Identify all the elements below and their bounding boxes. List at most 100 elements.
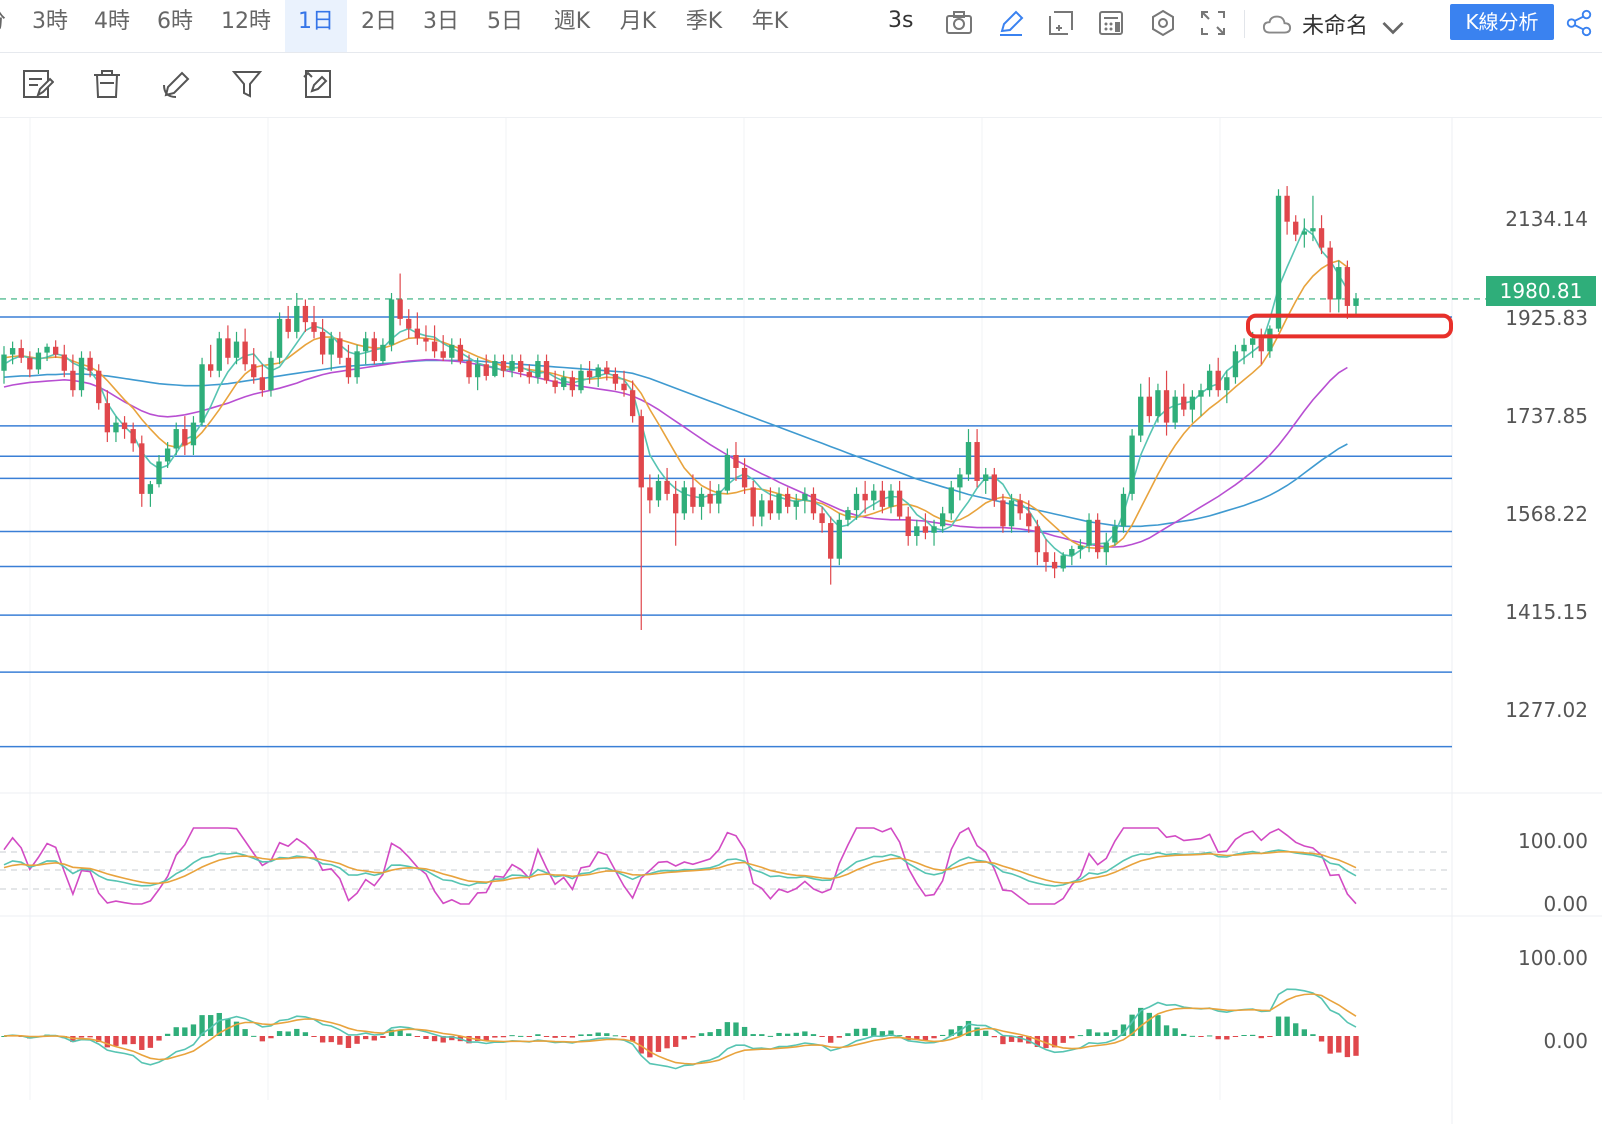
- candle-down: [896, 490, 903, 517]
- candle-down: [87, 357, 93, 371]
- macd-histogram-bar: [836, 1036, 842, 1038]
- candle-up: [1120, 493, 1127, 527]
- candle-down: [1215, 370, 1221, 391]
- tab-timeframe-week[interactable]: 週K: [553, 9, 591, 34]
- candle-down: [828, 523, 834, 559]
- candle-down: [629, 390, 636, 417]
- trash-icon[interactable]: [90, 67, 124, 101]
- candle-down: [552, 380, 558, 387]
- macd-histogram-bar: [612, 1035, 619, 1037]
- candle-up: [1336, 267, 1342, 300]
- macd-histogram-bar: [1224, 1036, 1230, 1040]
- tab-timeframe-3h[interactable]: 3時: [32, 9, 68, 34]
- tab-timeframe-quarter[interactable]: 季K: [685, 9, 723, 34]
- macd-histogram-bar: [939, 1034, 946, 1036]
- candle-up: [1249, 338, 1256, 345]
- calculator-icon[interactable]: [1096, 8, 1126, 38]
- macd-histogram-bar: [1146, 1012, 1152, 1036]
- candle-down: [810, 493, 817, 514]
- macd-histogram-bar: [1336, 1036, 1342, 1053]
- candle-up: [535, 361, 541, 378]
- tab-timeframe-3d[interactable]: 3日: [423, 9, 459, 34]
- macd-histogram-bar: [1310, 1034, 1316, 1036]
- candle-down: [664, 480, 670, 494]
- tab-timeframe-4h[interactable]: 4時: [94, 9, 130, 34]
- macd-histogram-bar: [96, 1036, 102, 1043]
- macd-histogram-bar: [1327, 1036, 1333, 1054]
- tab-timeframe-5d[interactable]: 5日: [487, 9, 523, 34]
- candle-up: [44, 346, 50, 353]
- macd-histogram-bar: [259, 1036, 266, 1042]
- hexagon-icon[interactable]: [1148, 8, 1178, 38]
- macd-histogram-bar: [569, 1036, 576, 1038]
- candle-up: [1310, 228, 1316, 232]
- macd-histogram-bar: [1293, 1023, 1299, 1036]
- macd-histogram-bar: [276, 1031, 283, 1036]
- macd-histogram-bar: [1034, 1036, 1041, 1047]
- camera-icon[interactable]: [944, 8, 974, 38]
- chevron-down-icon[interactable]: [1378, 12, 1408, 42]
- cloud-icon[interactable]: [1262, 10, 1292, 40]
- candle-up: [164, 448, 171, 462]
- candle-up: [655, 480, 662, 501]
- tab-timeframe-1d[interactable]: 1日: [285, 0, 347, 52]
- candle-up: [363, 338, 369, 352]
- candle-down: [1000, 500, 1006, 527]
- candle-up: [1155, 390, 1161, 417]
- macd-histogram-bar: [767, 1035, 774, 1037]
- candle-up: [173, 429, 179, 449]
- macd-histogram-bar: [793, 1032, 799, 1036]
- tab-timeframe-6h[interactable]: 6時: [157, 9, 193, 34]
- candle-up: [1077, 545, 1084, 549]
- pen-icon[interactable]: [996, 8, 1026, 38]
- magnet-pencil-icon[interactable]: [160, 67, 194, 101]
- macd-histogram-bar: [1232, 1036, 1239, 1037]
- candle-down: [518, 361, 524, 373]
- candle-down: [242, 341, 248, 365]
- candle-down: [1293, 221, 1299, 235]
- tab-timeframe-month[interactable]: 月K: [619, 9, 657, 34]
- k-line-analysis-button[interactable]: K線分析: [1450, 4, 1554, 40]
- timeframe-toolbar: 分時 3時 4時 6時 12時 1日 2日 3日 5日 週K 月K 季K 年K …: [0, 0, 1602, 78]
- tab-timeframe-year[interactable]: 年K: [751, 9, 789, 34]
- macd-histogram-bar: [311, 1036, 317, 1037]
- price-axis-label: 2134.14: [1505, 207, 1588, 231]
- sync-edit-icon[interactable]: [300, 67, 334, 101]
- macd-histogram-bar: [1086, 1029, 1092, 1036]
- candle-down: [1258, 338, 1264, 352]
- macd-histogram-bar: [664, 1036, 670, 1049]
- macd-histogram-bar: [543, 1036, 550, 1037]
- candle-down: [1094, 519, 1101, 553]
- candle-up: [1129, 435, 1135, 494]
- macd-histogram-bar: [1318, 1036, 1325, 1042]
- crop-icon[interactable]: [1046, 8, 1076, 38]
- layout-name[interactable]: 未命名: [1302, 14, 1369, 39]
- macd-histogram-bar: [156, 1036, 162, 1041]
- filter-icon[interactable]: [230, 67, 264, 101]
- candle-up: [724, 455, 731, 491]
- candle-down: [638, 416, 644, 488]
- macd-histogram-bar: [380, 1036, 386, 1038]
- tab-timeframe-2d[interactable]: 2日: [361, 9, 397, 34]
- candle-down: [741, 467, 748, 488]
- kdj-k-line: [3, 849, 1357, 887]
- macd-histogram-bar: [561, 1036, 567, 1037]
- candle-up: [793, 500, 799, 507]
- fullscreen-icon[interactable]: [1198, 8, 1228, 38]
- candle-down: [457, 344, 464, 362]
- macd-histogram-bar: [1120, 1024, 1127, 1036]
- macd-histogram-bar: [621, 1036, 627, 1038]
- macd-histogram-bar: [991, 1036, 997, 1038]
- refresh-interval[interactable]: 3s: [888, 8, 914, 33]
- candle-down: [483, 364, 489, 376]
- share-icon[interactable]: [1564, 8, 1594, 38]
- macd-histogram-bar: [423, 1036, 429, 1040]
- candle-down: [423, 338, 429, 342]
- candle-up: [1103, 542, 1109, 553]
- candle-down: [1327, 247, 1333, 300]
- candle-up: [380, 344, 386, 362]
- edit-note-icon[interactable]: [20, 67, 54, 101]
- macd-histogram-bar: [121, 1036, 128, 1045]
- tab-timeframe-12h[interactable]: 12時: [221, 9, 271, 34]
